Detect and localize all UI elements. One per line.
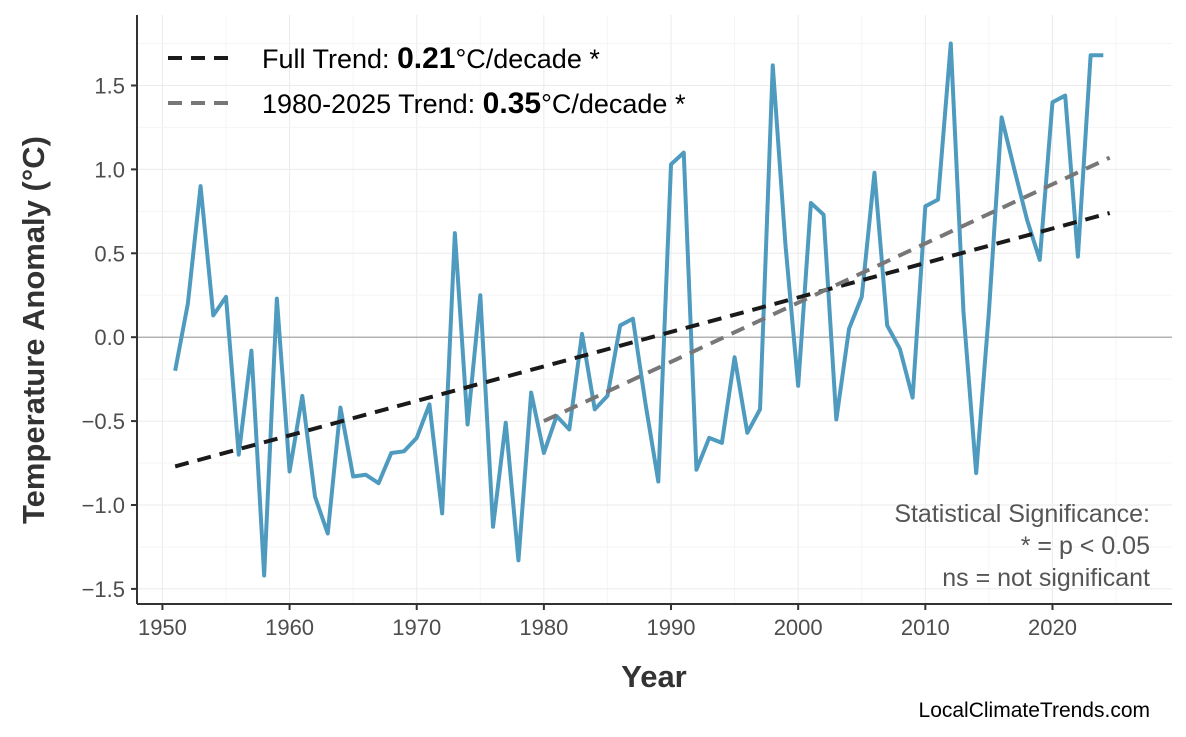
axes: 1950 1960 1970 1980 1990 2000 2010 2020 −1.5 −1.0… xyxy=(82,15,1172,640)
trend-line-1 xyxy=(174,211,1111,469)
y-tick-label: 1.0 xyxy=(94,157,125,182)
y-tick-label: −1.0 xyxy=(82,493,125,518)
series-layer xyxy=(173,41,1111,578)
y-axis-label: Temperature Anomaly (°C) xyxy=(16,136,51,524)
y-tick-label: 0.0 xyxy=(94,325,125,350)
significance-note-line-2: * = p < 0.05 xyxy=(1021,532,1150,560)
source-credit: LocalClimateTrends.com xyxy=(919,699,1150,722)
legend-text-part: 0.35 xyxy=(483,87,541,120)
trend-line-2 xyxy=(543,155,1111,423)
y-tick-label: 1.5 xyxy=(94,73,125,98)
x-tick-label: 2010 xyxy=(901,615,950,640)
legend-text-part: °C/decade * xyxy=(541,89,686,119)
legend-text-part: Full Trend: xyxy=(262,44,397,74)
x-tick-label: 1950 xyxy=(138,615,187,640)
y-tick-label: −0.5 xyxy=(82,409,125,434)
legend-text-part: °C/decade * xyxy=(455,44,600,74)
legend: Full Trend: 0.21°C/decade *1980-2025 Tre… xyxy=(168,42,686,120)
x-tick-label: 1990 xyxy=(647,615,696,640)
x-tick-label: 1970 xyxy=(392,615,441,640)
x-tick-label: 1980 xyxy=(519,615,568,640)
x-tick-label: 2020 xyxy=(1028,615,1077,640)
x-tick-label: 2000 xyxy=(774,615,823,640)
significance-note-line-1: Statistical Significance: xyxy=(894,500,1150,528)
significance-note-line-3: ns = not significant xyxy=(942,564,1150,592)
legend-text-part: 0.21 xyxy=(397,42,455,75)
legend-label-1: Full Trend: 0.21°C/decade * xyxy=(262,42,600,75)
legend-label-2: 1980-2025 Trend: 0.35°C/decade * xyxy=(262,87,686,120)
y-tick-label: 0.5 xyxy=(94,241,125,266)
x-axis-label: Year xyxy=(621,659,687,694)
legend-text-part: 1980-2025 Trend: xyxy=(262,89,483,119)
y-tick-label: −1.5 xyxy=(82,577,125,602)
x-tick-label: 1960 xyxy=(265,615,314,640)
anomaly-series-line xyxy=(173,41,1104,578)
